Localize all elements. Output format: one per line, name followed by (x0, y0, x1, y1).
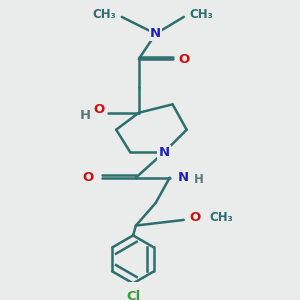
Text: N: N (158, 146, 170, 159)
Text: CH₃: CH₃ (209, 211, 233, 224)
Text: Cl: Cl (126, 290, 140, 300)
Text: O: O (178, 53, 190, 66)
Text: CH₃: CH₃ (92, 8, 116, 21)
Text: H: H (194, 172, 204, 185)
Text: O: O (82, 171, 94, 184)
Text: CH₃: CH₃ (190, 8, 213, 21)
Text: H: H (80, 109, 91, 122)
Text: N: N (178, 171, 189, 184)
Text: N: N (150, 27, 161, 40)
Text: O: O (94, 103, 105, 116)
Text: O: O (190, 211, 201, 224)
